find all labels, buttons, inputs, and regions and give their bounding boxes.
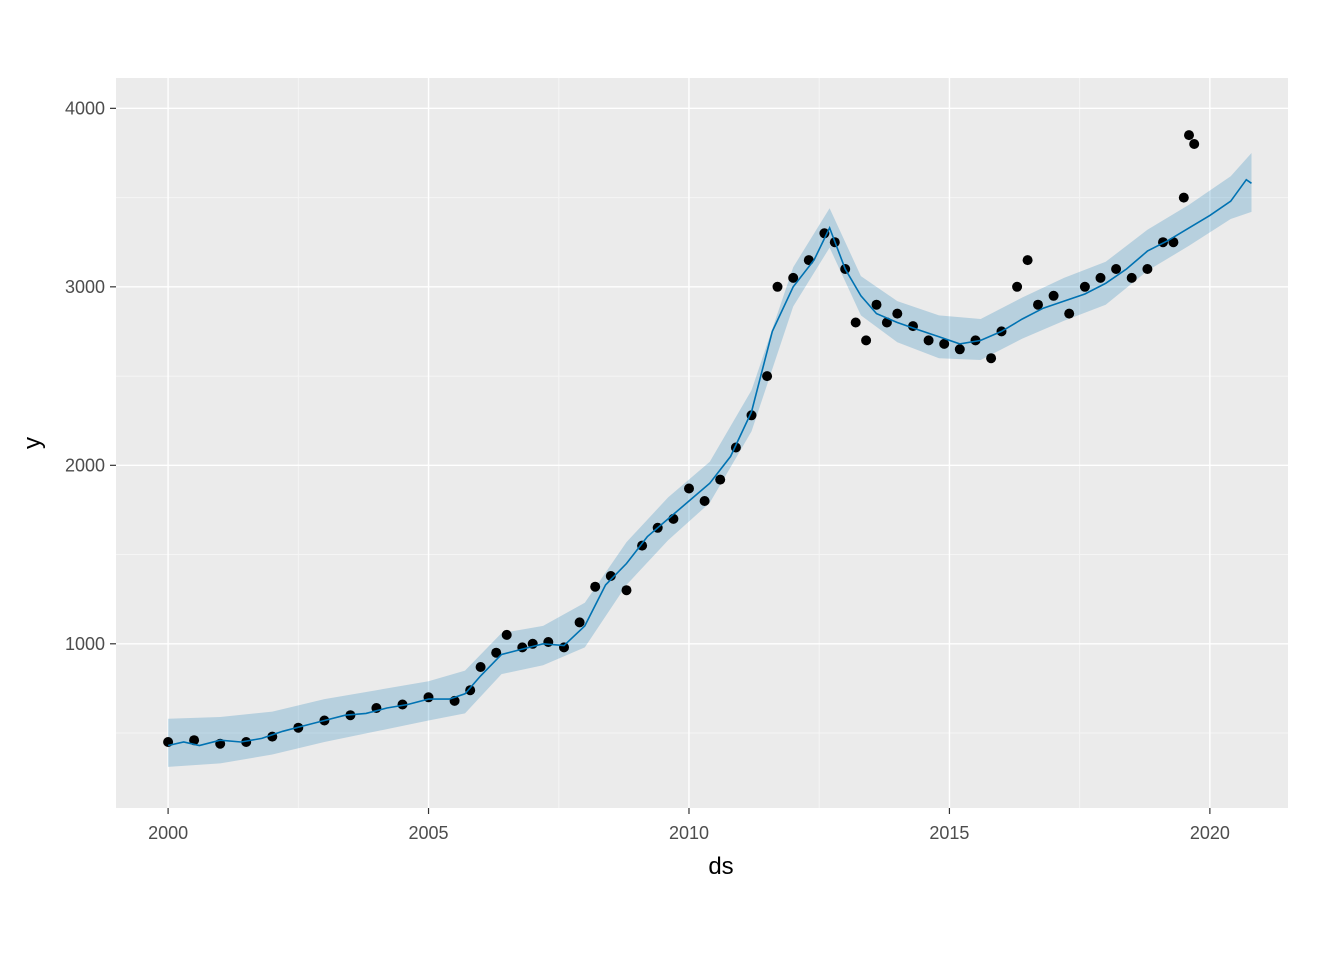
observed-point (605, 571, 616, 581)
observed-points (163, 130, 1200, 749)
observed-point (762, 371, 773, 382)
grid (116, 78, 1288, 808)
observed-point (465, 685, 476, 696)
observed-point (986, 353, 997, 364)
observed-point (1142, 264, 1153, 274)
observed-point (1126, 272, 1137, 283)
observed-point (684, 483, 694, 494)
observed-point (892, 308, 903, 319)
observed-point (923, 335, 934, 346)
observed-point (397, 699, 408, 710)
observed-point (475, 662, 486, 672)
observed-point (1022, 255, 1033, 266)
observed-point (241, 737, 252, 747)
x-tick-label: 2010 (669, 823, 709, 843)
x-axis-label: ds (708, 853, 733, 880)
observed-point (871, 299, 882, 310)
observed-point (1012, 281, 1023, 292)
observed-point (803, 255, 814, 266)
observed-point (559, 642, 569, 653)
observed-point (1079, 281, 1090, 292)
observed-point (1111, 264, 1122, 274)
forecast-line (167, 178, 1252, 747)
observed-point (819, 228, 830, 239)
observed-point (1184, 130, 1194, 141)
observed-point (1048, 290, 1059, 301)
observed-point (1095, 272, 1106, 283)
observed-point (715, 474, 726, 485)
observed-point (590, 581, 601, 592)
observed-point (970, 335, 981, 346)
observed-point (543, 637, 554, 647)
observed-point (491, 647, 502, 658)
observed-point (861, 335, 872, 346)
observed-point (881, 317, 892, 328)
x-tick-label: 2000 (148, 823, 188, 843)
y-tick-label: 3000 (65, 277, 105, 297)
observed-point (1189, 139, 1200, 149)
observed-point (621, 585, 632, 596)
observed-point (637, 540, 648, 551)
y-tick-label: 1000 (65, 634, 105, 654)
forecast-line-path (167, 178, 1252, 747)
y-axis-label: y (19, 437, 46, 449)
observed-point (501, 629, 512, 640)
observed-point (1178, 192, 1189, 203)
observed-point (954, 344, 965, 355)
observed-point (574, 617, 585, 628)
x-tick-label: 2020 (1190, 823, 1230, 843)
y-tick-label: 4000 (65, 98, 105, 118)
plot-panel (116, 78, 1288, 808)
x-tick-label: 2005 (409, 823, 449, 843)
observed-point (189, 735, 200, 746)
observed-point (1064, 308, 1075, 319)
observed-point (850, 317, 861, 328)
observed-point (772, 281, 783, 292)
y-tick-label: 2000 (65, 455, 105, 475)
x-tick-label: 2015 (929, 823, 969, 843)
observed-point (1033, 299, 1043, 310)
observed-point (788, 272, 799, 283)
observed-point (939, 338, 950, 349)
observed-point (699, 496, 710, 506)
x-axis-ticks: 2000 2005 2010 2015 2020 (148, 808, 1230, 843)
y-axis-ticks: 1000 2000 3000 4000 (65, 98, 116, 654)
